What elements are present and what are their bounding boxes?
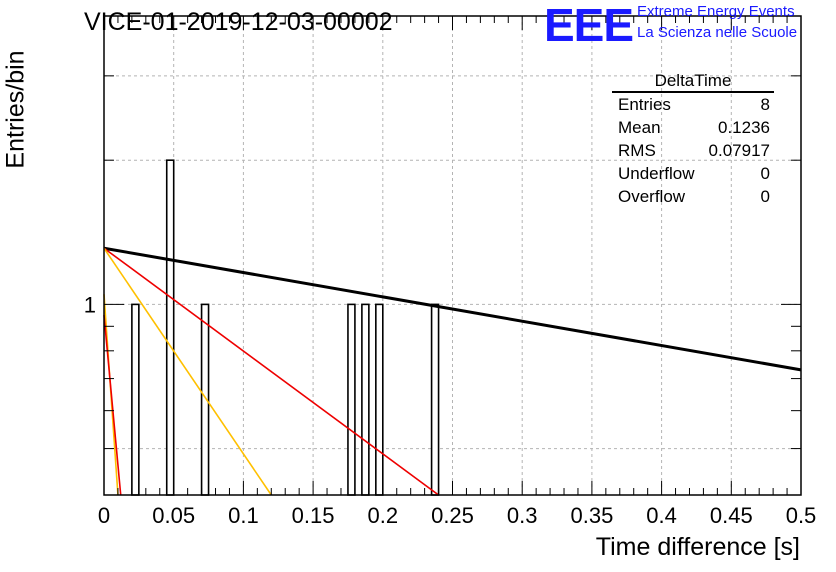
- stats-label: RMS: [618, 141, 656, 160]
- x-tick-label: 0.2: [368, 503, 399, 528]
- stats-row-entries: Entries 8: [612, 93, 774, 116]
- stats-value: 0: [760, 164, 770, 183]
- stats-row-rms: RMS 0.07917: [612, 139, 774, 162]
- fit-lines: [103, 246, 802, 496]
- stats-label: Underflow: [618, 164, 695, 183]
- x-tick-label: 0.4: [646, 503, 677, 528]
- eee-logo: EEE: [544, 0, 634, 51]
- fit-line: [103, 247, 440, 496]
- stats-value: 0: [760, 187, 770, 206]
- stats-label: Entries: [618, 95, 671, 114]
- stats-value: 0.1236: [718, 118, 770, 137]
- x-tick-label: 0.5: [786, 503, 817, 528]
- histogram-bar: [347, 303, 356, 496]
- x-tick-label: 0.3: [507, 503, 538, 528]
- x-tick-label: 0.45: [710, 503, 753, 528]
- logo-line-1: Extreme Energy Events: [637, 3, 795, 20]
- x-tick-label: 0.25: [431, 503, 474, 528]
- x-tick-label: 0.15: [292, 503, 335, 528]
- histogram-bar: [430, 303, 440, 496]
- stats-title: DeltaTime: [612, 70, 774, 93]
- y-tick-label: 1: [84, 292, 96, 317]
- x-tick-label: 0.05: [152, 503, 195, 528]
- fit-line: [103, 314, 122, 496]
- x-axis-label: Time difference [s]: [595, 533, 800, 561]
- histogram-bar: [165, 159, 175, 496]
- stats-label: Mean: [618, 118, 661, 137]
- stats-box: DeltaTime Entries 8 Mean 0.1236 RMS 0.07…: [612, 70, 774, 208]
- chart-title: VICE-01-2019-12-03-00002: [84, 8, 393, 36]
- histogram-bars: [131, 159, 440, 496]
- stats-label: Overflow: [618, 187, 686, 206]
- y-axis-label: Entries/bin: [1, 50, 30, 169]
- histogram-bar: [131, 303, 140, 496]
- axis-ticks: [103, 15, 802, 496]
- histogram-bar: [375, 303, 384, 496]
- x-tick-label: 0.35: [570, 503, 613, 528]
- logo-line-2: La Scienza nelle Scuole: [637, 24, 798, 41]
- x-tick-label: 0: [98, 503, 110, 528]
- histogram-bar: [361, 303, 370, 496]
- grid-lines: [104, 16, 801, 495]
- stats-value: 8: [760, 95, 770, 114]
- fit-line: [103, 246, 802, 372]
- stats-row-overflow: Overflow 0: [612, 185, 774, 208]
- stats-value: 0.07917: [708, 141, 770, 160]
- x-tick-label: 0.1: [228, 503, 259, 528]
- fit-line: [103, 247, 272, 496]
- tick-labels: 0 0.05 0.1 0.15 0.2 0.25 0.3 0.35 0.4 0.45 0.5 1: [84, 292, 817, 528]
- stats-row-underflow: Underflow 0: [612, 162, 774, 185]
- stats-row-mean: Mean 0.1236: [612, 116, 774, 139]
